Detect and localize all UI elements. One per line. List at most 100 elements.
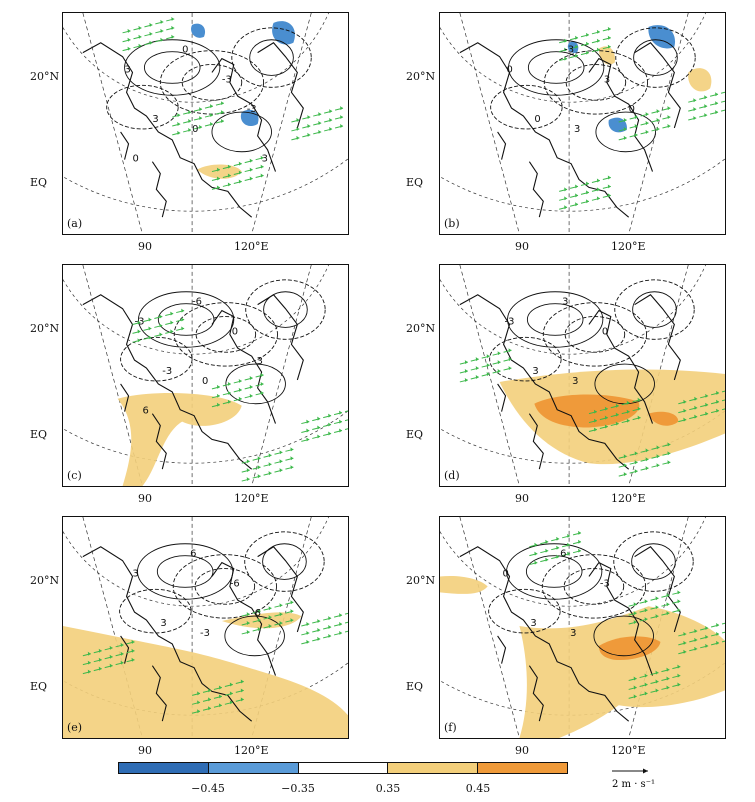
eq-label-d: EQ [406, 428, 424, 441]
wind-vector-icon [470, 357, 479, 362]
wind-vector-icon [632, 415, 641, 421]
contour-value-label: -3 [247, 104, 257, 115]
wind-vector-icon [193, 116, 203, 121]
wind-vector-icon [492, 369, 501, 374]
lat-20n-label-f: 20°N [406, 574, 436, 587]
wind-vector-icon [720, 100, 725, 103]
shaded-region-negative [191, 21, 295, 127]
wind-vector-icon [591, 29, 600, 35]
eq-label-c: EQ [30, 428, 48, 441]
wind-vector-icon [274, 612, 283, 617]
wind-vector-icon [176, 326, 185, 331]
wind-vector-icon [263, 624, 272, 629]
wind-vector-icon [710, 408, 720, 414]
wind-vector-icon [709, 92, 719, 97]
wind-vector-icon [155, 37, 164, 43]
wind-vector-icon [662, 451, 671, 456]
wind-vector-icon [224, 700, 233, 705]
wind-vector-icon [710, 399, 720, 405]
wind-vector-icon [241, 459, 250, 464]
contour-value-label: 3 [530, 618, 536, 629]
wind-vector-icon [344, 419, 348, 422]
wind-vector-icon [710, 623, 720, 628]
wind-vector-icon [672, 682, 681, 687]
wind-vector-icon [323, 633, 332, 639]
wind-vector-icon [165, 311, 174, 317]
contour-line [563, 568, 625, 605]
wind-vector-icon [580, 50, 590, 56]
wind-vector-icon [651, 463, 660, 468]
wind-vector-icon [529, 560, 538, 566]
contour-value-label: -3 [564, 45, 574, 56]
panel-label-e: (e) [67, 721, 83, 734]
wind-vector-icon [93, 648, 102, 654]
contour-value-label: 0 [507, 64, 513, 75]
wind-vector-icon [610, 403, 619, 409]
wind-vector-icon [274, 621, 283, 626]
wind-vector-icon [591, 38, 600, 44]
contour-line [181, 64, 243, 101]
wind-vector-icon [302, 123, 311, 129]
wind-vector-icon [215, 119, 224, 124]
contour-value-label: 0 [192, 124, 198, 135]
wind-vector-icon [215, 110, 224, 115]
wind-vector-icon [640, 466, 649, 471]
contour-line [565, 64, 627, 101]
contour-value-label: -3 [600, 578, 610, 589]
wind-vector-icon [165, 320, 174, 325]
colorbar-swatch-dark-blue [119, 763, 209, 773]
lon-120e-label-f: 120°E [611, 744, 646, 757]
wind-vector-icon [285, 609, 294, 614]
wind-vector-icon [252, 456, 261, 461]
contour-line [613, 531, 694, 592]
wind-vector-icon [82, 660, 91, 666]
wind-vector-icon [202, 706, 212, 711]
wind-vector-icon [263, 606, 272, 611]
wind-vector-icon [115, 660, 124, 666]
wind-vector-icon [301, 630, 310, 636]
wind-vector-icon [580, 199, 590, 204]
wind-vector-icon [263, 615, 272, 620]
shaded-region-positive [117, 392, 242, 486]
wind-vector-icon [569, 35, 579, 41]
wind-vector-icon [569, 44, 579, 50]
wind-vector-icon [313, 112, 322, 117]
lat-20n-label-d: 20°N [406, 322, 436, 335]
wind-vector-icon [540, 539, 549, 545]
wind-vector-icon [183, 127, 192, 133]
wind-vector-icon [629, 115, 638, 120]
wind-vector-icon [93, 657, 102, 663]
wind-vector-icon [143, 317, 152, 322]
wind-vector-icon [700, 393, 709, 399]
contour-line [195, 316, 257, 353]
wind-vector-icon [688, 98, 697, 103]
contour-line [138, 291, 235, 348]
latitude-circle [63, 517, 329, 607]
eq-label-f: EQ [406, 680, 424, 693]
wind-vector-icon [602, 35, 611, 41]
shaded-region-positive [63, 612, 348, 738]
contour-value-label: -6 [230, 578, 240, 589]
wind-vector-icon [312, 636, 321, 642]
wind-vector-icon [662, 115, 671, 120]
contour-line [211, 111, 272, 153]
wind-vector-icon [176, 308, 185, 314]
wind-vector-icon [233, 378, 242, 384]
wind-vector-icon [241, 621, 250, 626]
wind-vector-icon [312, 627, 321, 633]
wind-vector-icon [144, 22, 153, 28]
lon-120e-label-e: 120°E [234, 744, 269, 757]
wind-vector-icon [274, 603, 283, 608]
wind-vector-icon [700, 643, 709, 649]
contour-line [172, 554, 277, 619]
contour-line [231, 27, 312, 88]
wind-vector-icon [301, 639, 310, 645]
wind-vector-icon [640, 448, 649, 453]
wind-vector-icon [678, 417, 687, 423]
wind-vector-icon [569, 53, 579, 59]
wind-vector-icon [183, 119, 192, 124]
contour-value-label: 3 [570, 628, 576, 639]
wind-vector-icon [334, 106, 344, 111]
contour-value-label: 3 [572, 376, 578, 387]
panel-label-f: (f) [444, 721, 457, 734]
